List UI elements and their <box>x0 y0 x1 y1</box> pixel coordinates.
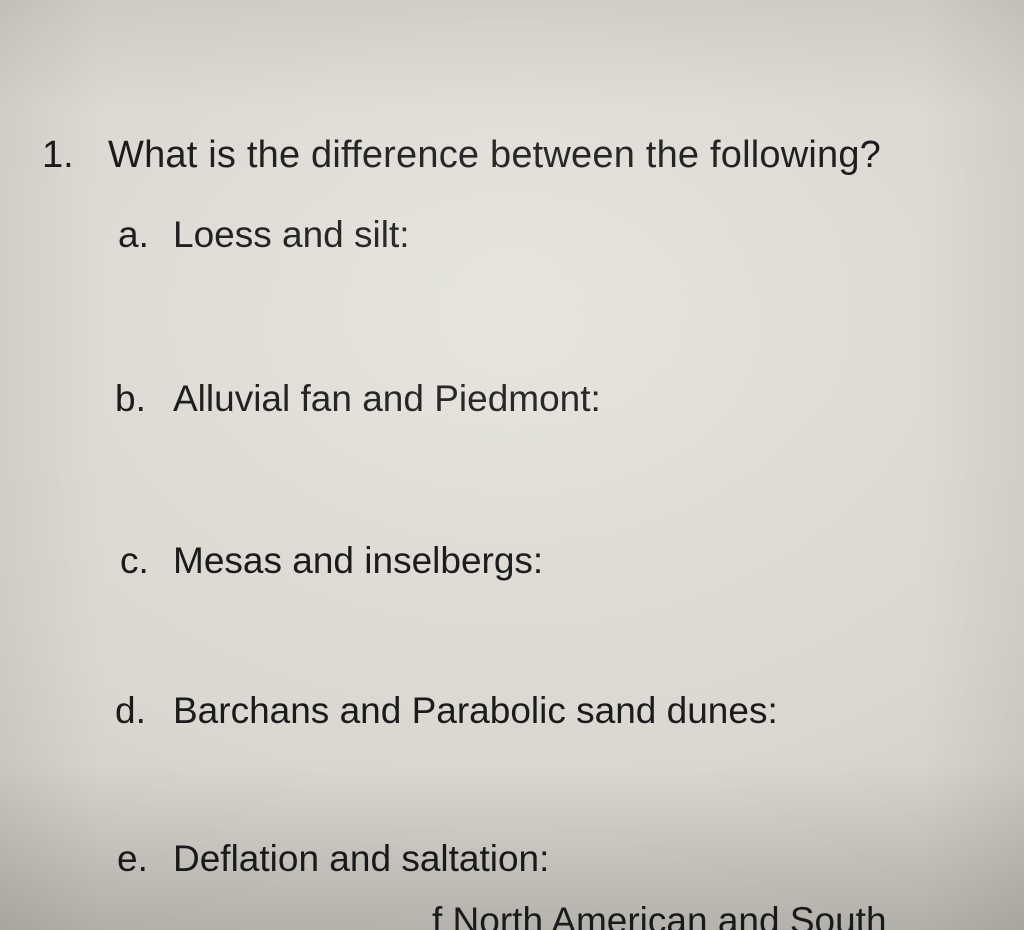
question-text: What is the difference between the follo… <box>108 134 881 177</box>
item-a-letter: a. <box>118 214 149 256</box>
item-a-text: Loess and silt: <box>173 214 410 256</box>
item-b-text: Alluvial fan and Piedmont: <box>173 378 601 420</box>
question-number: 1. <box>42 134 74 177</box>
item-c-letter: c. <box>120 540 149 582</box>
item-e-text: Deflation and saltation: <box>173 838 549 880</box>
item-d-letter: d. <box>115 690 146 732</box>
worksheet-page: 1. What is the difference between the fo… <box>0 0 1024 930</box>
item-c-text: Mesas and inselbergs: <box>173 540 543 582</box>
cutoff-text-fragment: f North American and South <box>432 900 887 930</box>
item-d-text: Barchans and Parabolic sand dunes: <box>173 690 778 732</box>
item-e-letter: e. <box>117 838 148 880</box>
item-b-letter: b. <box>115 378 146 420</box>
